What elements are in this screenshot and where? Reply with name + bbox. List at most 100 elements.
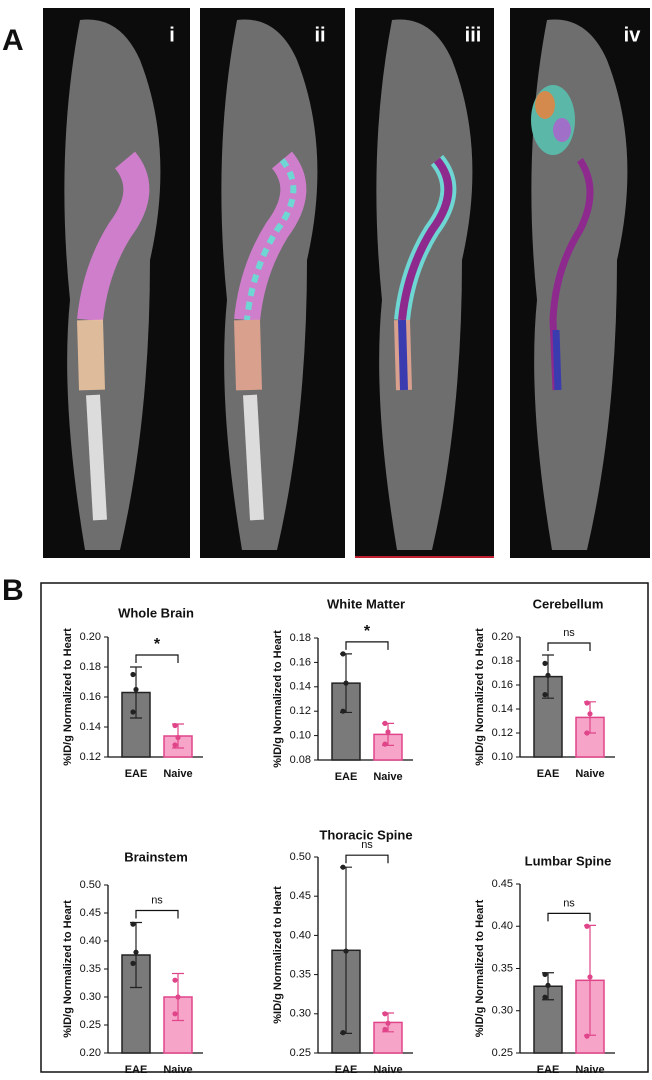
significance-label: ns [151,894,163,906]
data-point [175,734,181,741]
significance-bracket [345,854,389,864]
data-point [584,923,590,929]
x-tick-label: EAE [125,768,148,780]
y-tick-label: 0.45 [80,907,101,919]
data-point [382,1026,388,1033]
error-bar [130,666,142,719]
chart-title: Cerebellum [533,596,604,611]
data-point [343,680,349,686]
y-axis-label: %ID/g Normalized to Heart [62,900,74,1038]
y-tick-label: 0.35 [492,962,513,974]
ct-image [43,8,190,558]
significance-bracket [547,912,591,922]
data-point [587,711,593,717]
data-point [584,730,590,736]
image-label: i [169,24,175,46]
x-tick-label: Naive [163,768,192,780]
y-tick-label: 0.25 [290,1047,311,1059]
x-tick-label: Naive [373,1064,402,1076]
significance-label: ns [563,897,575,909]
y-tick-label: 0.25 [492,1047,513,1059]
data-point [340,1030,346,1036]
data-point [542,971,548,978]
y-axis-label: %ID/g Normalized to Heart [272,886,284,1024]
y-tick-label: 0.12 [492,727,513,739]
data-point [340,708,346,714]
chart-title: Lumbar Spine [525,853,612,868]
data-point [130,921,136,927]
y-tick-label: 0.20 [80,1047,101,1059]
y-tick-label: 0.40 [290,929,311,941]
image-label: ii [314,24,325,46]
y-tick-label: 0.40 [80,935,101,947]
panel-label: A [2,24,24,57]
image-label: iii [465,24,482,46]
data-point [545,982,551,989]
y-tick-label: 0.20 [80,631,101,643]
data-point [382,720,388,727]
data-point [385,729,391,735]
panel-frame [40,582,649,1073]
chart-title: White Matter [327,596,405,611]
y-tick-label: 0.50 [290,851,311,863]
significance-bracket [135,909,179,919]
ct-image [200,8,345,558]
chart-title: Thoracic Spine [319,827,412,842]
y-tick-label: 0.16 [492,679,513,691]
significance-label: * [154,636,161,653]
x-tick-label: Naive [163,1064,192,1076]
data-point [382,741,388,747]
y-tick-label: 0.18 [492,655,513,667]
data-point [584,1033,590,1039]
significance-bracket [135,654,179,663]
significance-label: ns [361,839,373,851]
y-axis-label: %ID/g Normalized to Heart [272,630,284,768]
data-point [133,686,139,693]
y-tick-label: 0.12 [80,751,101,763]
x-tick-label: Naive [575,1064,604,1076]
x-tick-label: EAE [537,768,560,780]
x-tick-label: EAE [125,1064,148,1076]
y-tick-label: 0.35 [80,963,101,975]
data-point [130,709,136,715]
data-point [340,651,346,657]
x-tick-label: EAE [537,1064,560,1076]
data-point [382,1011,388,1017]
bar [121,691,151,758]
data-point [385,1020,391,1026]
y-tick-label: 0.20 [492,631,513,643]
chart-title: Whole Brain [118,605,194,620]
y-axis-label: %ID/g Normalized to Heart [474,628,486,766]
data-point [343,948,349,954]
data-point [542,660,548,667]
x-tick-label: EAE [335,771,358,783]
image-label: iv [624,24,642,46]
y-tick-label: 0.14 [80,721,101,733]
data-point [175,994,181,1000]
y-tick-label: 0.14 [290,681,311,693]
data-point [340,864,346,870]
ct-images: i ii iii iv [43,8,650,558]
y-tick-label: 0.45 [492,878,513,890]
data-point [172,1011,178,1017]
data-point [172,742,178,748]
x-tick-label: Naive [373,771,402,783]
y-tick-label: 0.16 [80,691,101,703]
x-tick-label: Naive [575,768,604,780]
significance-bracket [547,642,591,651]
significance-label: * [364,623,371,640]
ct-image [510,8,650,558]
significance-bracket [345,641,389,650]
data-point [542,692,548,698]
data-point [172,722,178,729]
y-tick-label: 0.18 [290,632,311,644]
y-tick-label: 0.40 [492,920,513,932]
data-point [587,974,593,980]
y-tick-label: 0.18 [80,661,101,673]
y-tick-label: 0.30 [290,1008,311,1020]
panel-label: B [2,574,24,607]
chart-title: Brainstem [124,849,188,864]
significance-label: ns [563,627,575,639]
y-tick-label: 0.12 [290,705,311,717]
